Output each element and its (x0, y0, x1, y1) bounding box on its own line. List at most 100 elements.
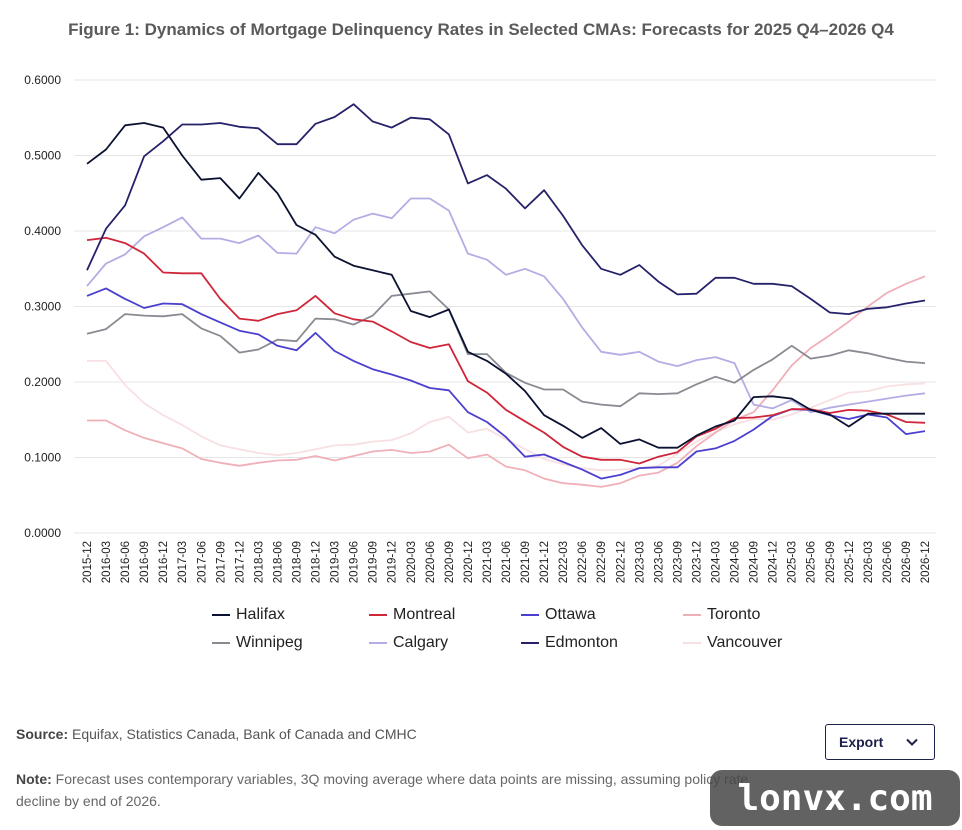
x-tick-label: 2020-12 (463, 541, 475, 583)
x-tick-label: 2024-03 (711, 541, 723, 583)
line-chart: 0.0000 0.1000 0.2000 0.3000 0.4000 0.5000 0.60… (24, 73, 936, 583)
x-tick-label: 2022-03 (558, 541, 570, 583)
x-tick-label: 2024-06 (730, 541, 742, 583)
legend-label: Calgary (393, 634, 449, 651)
legend-item-vancouver[interactable]: Vancouver (683, 634, 843, 652)
legend-swatch (212, 642, 230, 644)
x-tick-label: 2020-03 (406, 541, 418, 583)
chart-title: Figure 1: Dynamics of Mortgage Delinquen… (68, 20, 894, 39)
x-tick-label: 2026-06 (882, 541, 894, 583)
source-body: Equifax, Statistics Canada, Bank of Cana… (72, 726, 417, 742)
x-tick-label: 2016-09 (139, 541, 151, 583)
y-tick-label: 0.4000 (24, 224, 61, 238)
legend-label: Halifax (236, 606, 285, 623)
x-tick-label: 2021-09 (520, 541, 532, 583)
x-tick-label: 2022-09 (596, 541, 608, 583)
x-tick-label: 2024-12 (768, 541, 780, 583)
x-tick-label: 2024-09 (749, 541, 761, 583)
x-tick-label: 2016-06 (120, 541, 132, 583)
x-tick-label: 2017-03 (177, 541, 189, 583)
y-tick-label: 0.3000 (24, 300, 61, 314)
note-body: Forecast uses contemporary variables, 3Q… (16, 771, 749, 809)
x-tick-label: 2025-12 (844, 541, 856, 583)
x-tick-label: 2019-09 (368, 541, 380, 583)
series-lines (86, 103, 926, 488)
x-axis-ticks: 2015-12 2016-03 2016-06 2016-09 2016-12 2017-… (82, 541, 932, 583)
series-line-calgary (86, 197, 926, 414)
y-tick-label: 0.0000 (24, 526, 61, 540)
x-tick-label: 2026-12 (920, 541, 932, 583)
legend: Halifax Montreal Ottawa Toronto Winnipeg Calg… (212, 606, 852, 652)
series-line-winnipeg (86, 290, 926, 408)
legend-swatch (369, 614, 387, 616)
legend-item-edmonton[interactable]: Edmonton (521, 634, 683, 652)
legend-label: Ottawa (545, 606, 596, 623)
series-line-vancouver (87, 359, 926, 472)
x-tick-label: 2023-09 (672, 541, 684, 583)
x-tick-label: 2020-06 (425, 541, 437, 583)
export-button[interactable]: Export (825, 724, 935, 760)
x-tick-label: 2017-09 (215, 541, 227, 583)
legend-item-toronto[interactable]: Toronto (683, 606, 843, 624)
x-tick-label: 2022-12 (615, 541, 627, 583)
x-tick-label: 2023-06 (653, 541, 665, 583)
y-tick-label: 0.6000 (24, 73, 61, 87)
legend-item-ottawa[interactable]: Ottawa (521, 606, 683, 624)
note-text: Note: Forecast uses contemporary variabl… (16, 768, 776, 812)
legend-swatch (683, 642, 701, 644)
x-tick-label: 2015-12 (82, 541, 94, 583)
x-tick-label: 2016-12 (158, 541, 170, 583)
y-axis-ticks: 0.0000 0.1000 0.2000 0.3000 0.4000 0.5000 0.60… (24, 73, 61, 540)
legend-swatch (521, 642, 539, 644)
x-tick-label: 2025-09 (825, 541, 837, 583)
legend-item-halifax[interactable]: Halifax (212, 606, 369, 624)
source-text: Source: Equifax, Statistics Canada, Bank… (16, 726, 417, 742)
x-tick-label: 2019-06 (349, 541, 361, 583)
x-tick-label: 2019-03 (330, 541, 342, 583)
watermark: lonvx.com (710, 770, 960, 826)
y-tick-label: 0.1000 (24, 451, 61, 465)
legend-swatch (521, 614, 539, 616)
series-line-montreal (86, 236, 926, 465)
x-tick-label: 2021-03 (482, 541, 494, 583)
legend-label: Winnipeg (236, 634, 303, 651)
y-tick-label: 0.5000 (24, 149, 61, 163)
x-tick-label: 2025-06 (806, 541, 818, 583)
legend-item-montreal[interactable]: Montreal (369, 606, 521, 624)
x-tick-label: 2021-06 (501, 541, 513, 583)
x-tick-label: 2021-12 (539, 541, 551, 583)
x-tick-label: 2022-06 (577, 541, 589, 583)
legend-swatch (369, 642, 387, 644)
x-tick-label: 2026-09 (901, 541, 913, 583)
x-tick-label: 2017-12 (234, 541, 246, 583)
x-tick-label: 2023-03 (634, 541, 646, 583)
legend-item-calgary[interactable]: Calgary (369, 634, 521, 652)
x-tick-label: 2017-06 (196, 541, 208, 583)
legend-item-winnipeg[interactable]: Winnipeg (212, 634, 369, 652)
x-tick-label: 2026-03 (863, 541, 875, 583)
series-line-ottawa (86, 287, 926, 480)
x-tick-label: 2018-03 (253, 541, 265, 583)
series-line-halifax (86, 122, 925, 449)
source-label: Source: (16, 726, 69, 742)
series-line-toronto (87, 275, 926, 488)
legend-label: Montreal (393, 606, 456, 623)
x-tick-label: 2025-03 (787, 541, 799, 583)
legend-swatch (683, 614, 701, 616)
chevron-down-icon (906, 738, 918, 746)
x-tick-label: 2018-06 (272, 541, 284, 583)
legend-label: Toronto (707, 606, 761, 623)
x-tick-label: 2018-12 (311, 541, 323, 583)
y-tick-label: 0.2000 (24, 375, 61, 389)
x-tick-label: 2020-09 (444, 541, 456, 583)
series-line-edmonton (86, 103, 926, 316)
gridlines (74, 79, 936, 534)
export-label: Export (839, 734, 884, 750)
x-tick-label: 2016-03 (101, 541, 113, 583)
x-tick-label: 2023-12 (691, 541, 703, 583)
note-label: Note: (16, 771, 52, 787)
legend-label: Edmonton (545, 634, 618, 651)
x-tick-label: 2018-09 (292, 541, 304, 583)
x-tick-label: 2019-12 (387, 541, 399, 583)
legend-label: Vancouver (707, 634, 783, 651)
